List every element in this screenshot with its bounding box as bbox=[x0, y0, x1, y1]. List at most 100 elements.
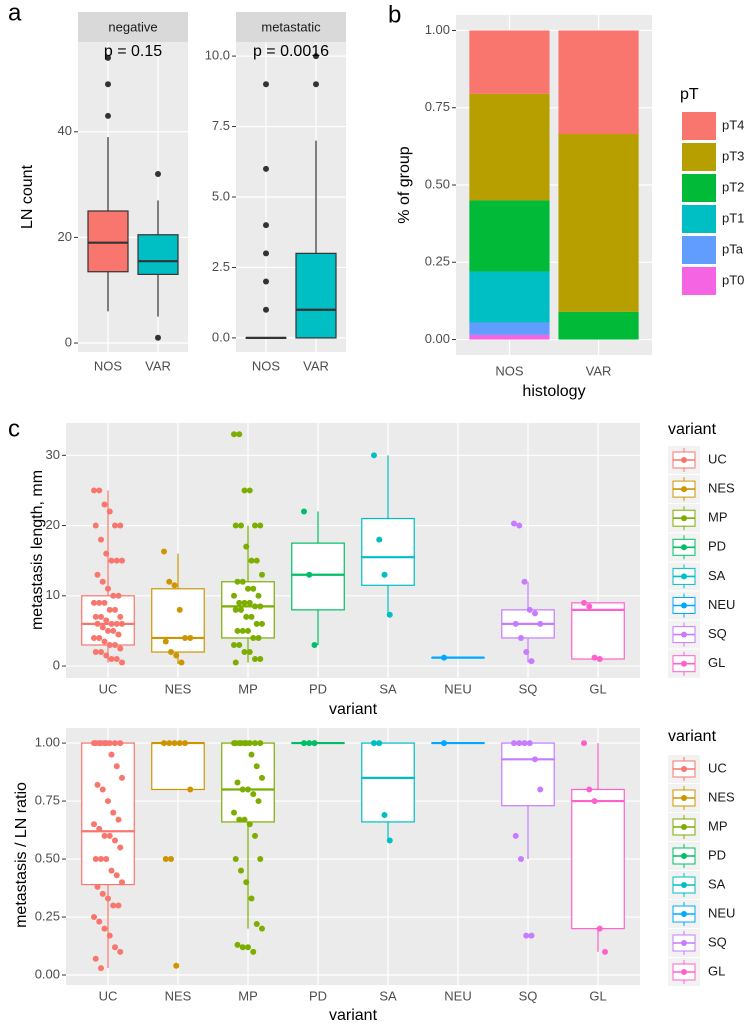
point bbox=[243, 543, 250, 550]
y-tick-label: 0.75 bbox=[425, 99, 450, 114]
point bbox=[526, 606, 533, 613]
point bbox=[105, 54, 111, 61]
point bbox=[586, 786, 593, 793]
x-tick-label: NES bbox=[165, 988, 192, 1003]
point bbox=[176, 740, 183, 747]
point bbox=[110, 902, 117, 909]
legend-title: variant bbox=[668, 728, 717, 745]
legend-label: pT1 bbox=[722, 210, 744, 225]
point bbox=[115, 816, 122, 823]
legend-glyph bbox=[681, 602, 687, 609]
point bbox=[245, 944, 251, 951]
point bbox=[532, 610, 538, 617]
box bbox=[151, 588, 205, 653]
y-tick-label: 0 bbox=[65, 334, 72, 349]
point bbox=[108, 867, 115, 874]
y-tick-label: 1.00 bbox=[35, 735, 60, 750]
point bbox=[586, 603, 593, 610]
point bbox=[105, 798, 111, 805]
legend-key bbox=[682, 112, 716, 140]
strip bbox=[78, 12, 188, 42]
legend-glyph bbox=[681, 940, 687, 946]
point bbox=[110, 627, 117, 634]
x-tick-label: GL bbox=[589, 681, 606, 696]
point bbox=[101, 638, 108, 645]
point bbox=[106, 932, 113, 939]
point bbox=[92, 856, 99, 863]
point bbox=[105, 627, 111, 634]
box bbox=[81, 742, 135, 886]
point bbox=[259, 620, 265, 627]
x-tick-label: UC bbox=[99, 681, 118, 696]
point bbox=[117, 613, 124, 620]
point bbox=[101, 925, 108, 932]
point bbox=[257, 656, 264, 663]
point bbox=[250, 634, 257, 641]
y-tick-label: 0.25 bbox=[425, 254, 450, 269]
legend-label: NEU bbox=[708, 905, 735, 920]
y-tick-label: 0 bbox=[53, 657, 60, 672]
point bbox=[263, 165, 269, 172]
box bbox=[501, 742, 555, 807]
legend-label: SA bbox=[708, 568, 726, 583]
point bbox=[115, 592, 122, 599]
x-tick-label: VAR bbox=[303, 358, 329, 373]
legend-label: MP bbox=[708, 818, 728, 833]
point bbox=[241, 487, 248, 494]
y-tick-label: 0.25 bbox=[35, 908, 60, 923]
point bbox=[239, 786, 246, 793]
legend-label: GL bbox=[708, 655, 725, 670]
point bbox=[236, 816, 243, 823]
point bbox=[232, 606, 239, 613]
point bbox=[521, 740, 528, 747]
x-tick-label: NOS bbox=[495, 363, 524, 378]
point bbox=[257, 603, 264, 610]
legend-label: pT4 bbox=[722, 117, 744, 132]
y-tick-label: 20 bbox=[46, 517, 60, 532]
legend-key bbox=[682, 143, 716, 171]
point bbox=[238, 740, 244, 747]
legend-key bbox=[682, 267, 716, 295]
y-tick-label: 7.5 bbox=[212, 118, 230, 133]
point bbox=[96, 918, 103, 925]
point bbox=[92, 955, 99, 962]
point bbox=[103, 856, 110, 863]
point bbox=[259, 925, 265, 932]
point bbox=[257, 522, 264, 529]
point bbox=[313, 53, 319, 60]
point bbox=[91, 599, 97, 606]
point bbox=[523, 649, 530, 656]
point bbox=[96, 599, 103, 606]
point bbox=[257, 856, 264, 863]
point bbox=[98, 613, 104, 620]
point bbox=[253, 920, 260, 927]
point bbox=[516, 740, 523, 747]
point bbox=[166, 578, 173, 585]
point bbox=[313, 81, 319, 88]
legend-label: SA bbox=[708, 876, 726, 891]
legend-glyph bbox=[681, 457, 687, 463]
legend-glyph bbox=[681, 766, 687, 772]
point bbox=[311, 641, 318, 648]
box bbox=[361, 742, 415, 823]
point bbox=[119, 557, 125, 564]
bar-segment bbox=[558, 30, 639, 135]
legend-glyph bbox=[681, 824, 687, 830]
point bbox=[250, 948, 257, 955]
point bbox=[252, 740, 258, 747]
point bbox=[232, 659, 239, 666]
box bbox=[571, 602, 625, 660]
point bbox=[96, 487, 103, 494]
point bbox=[246, 821, 253, 828]
legend-glyph bbox=[681, 544, 687, 551]
point bbox=[231, 592, 237, 599]
y-tick-label: 0.50 bbox=[425, 176, 450, 191]
box bbox=[361, 517, 415, 586]
point bbox=[171, 582, 178, 589]
legend-glyph bbox=[681, 795, 687, 801]
point bbox=[92, 740, 99, 747]
point bbox=[386, 837, 393, 844]
point bbox=[376, 536, 383, 543]
legend-label: UC bbox=[708, 451, 727, 466]
